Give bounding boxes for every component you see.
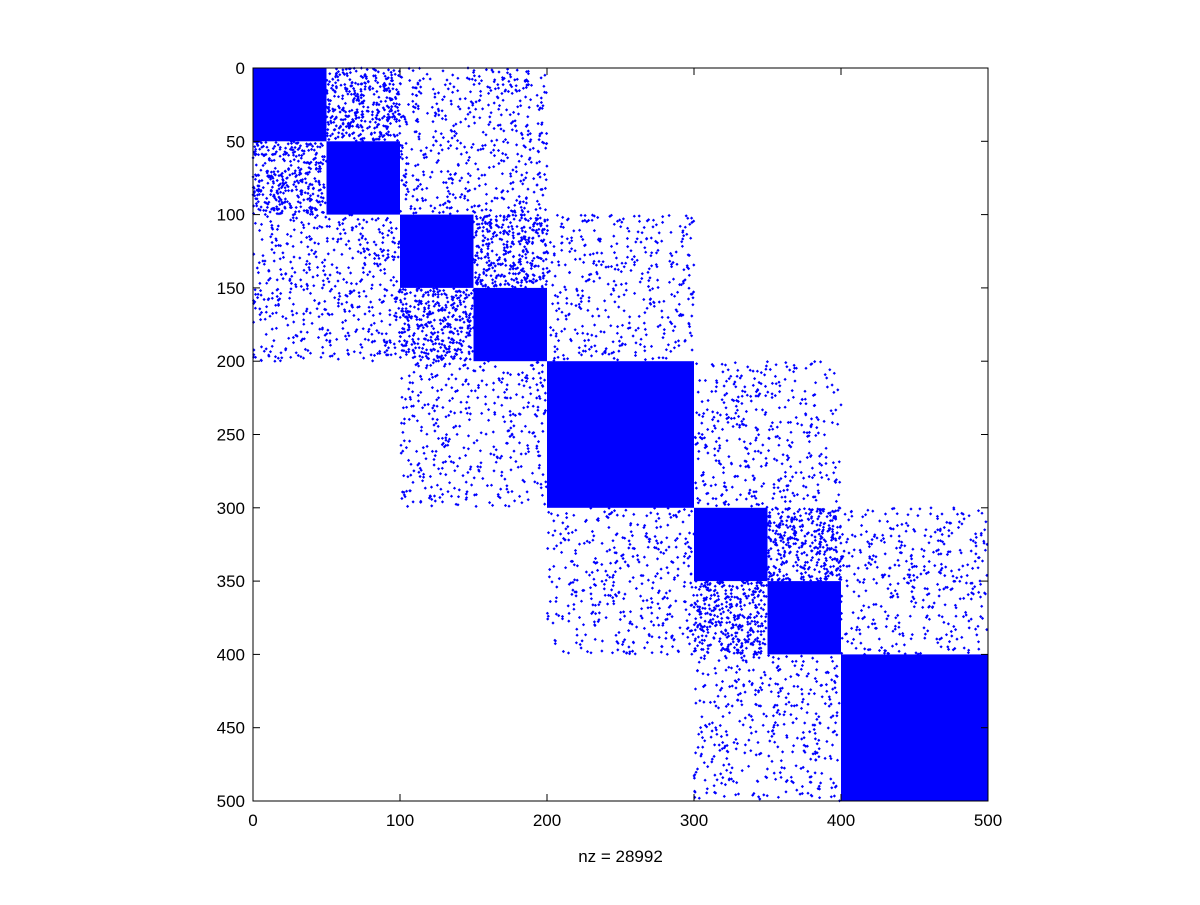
sparse-block-11 — [692, 579, 769, 656]
x-tick-label-100: 100 — [386, 811, 414, 830]
y-tick-label-300: 300 — [217, 499, 245, 518]
dense-blocks-layer — [253, 68, 988, 801]
dense-block-4 — [547, 361, 694, 508]
sparse-points-2 — [398, 66, 549, 216]
sparse-points-8 — [693, 360, 843, 509]
y-axis-ticks: 0 50 100 150 200 250 300 350 400 450 500 — [217, 59, 988, 811]
sparse-points-13 — [692, 653, 842, 803]
x-axis-ticks: 0 100 200 300 400 500 — [248, 68, 1002, 830]
sparse-block-10 — [765, 506, 843, 583]
x-tick-label-500: 500 — [974, 811, 1002, 830]
sparse-points-7 — [399, 359, 548, 508]
sparse-points-3 — [251, 213, 402, 363]
sparse-block-13 — [692, 653, 842, 803]
y-tick-label-150: 150 — [217, 279, 245, 298]
dense-block-7 — [841, 654, 988, 801]
sparse-block-1 — [251, 139, 328, 217]
x-axis-label: nz = 28992 — [578, 847, 663, 866]
dense-block-6 — [767, 581, 841, 655]
y-tick-label-0: 0 — [236, 59, 245, 78]
y-tick-label-100: 100 — [217, 206, 245, 225]
sparse-block-2 — [398, 66, 549, 216]
sparse-block-9 — [545, 506, 696, 656]
sparse-block-5 — [398, 286, 476, 363]
x-tick-label-400: 400 — [827, 811, 855, 830]
dense-block-0 — [253, 68, 327, 142]
sparse-block-12 — [839, 506, 989, 656]
sparse-block-7 — [399, 359, 548, 508]
x-tick-label-300: 300 — [680, 811, 708, 830]
sparse-block-3 — [251, 213, 402, 363]
y-tick-label-350: 350 — [217, 572, 245, 591]
sparse-points-4 — [472, 213, 549, 290]
y-tick-label-50: 50 — [226, 132, 245, 151]
sparse-points-12 — [839, 506, 989, 656]
sparse-block-0 — [325, 66, 402, 143]
sparse-points-10 — [765, 506, 843, 583]
dense-block-3 — [473, 287, 547, 362]
sparse-block-8 — [693, 360, 843, 509]
x-tick-label-0: 0 — [248, 811, 257, 830]
sparse-points-layer — [251, 66, 989, 803]
sparse-block-4 — [472, 213, 549, 290]
sparse-points-6 — [545, 213, 696, 363]
y-tick-label-200: 200 — [217, 352, 245, 371]
y-tick-label-250: 250 — [217, 426, 245, 445]
sparse-points-0 — [325, 66, 402, 143]
sparse-points-5 — [398, 286, 476, 363]
dense-block-1 — [326, 141, 400, 215]
sparse-points-1 — [251, 139, 328, 217]
y-tick-label-500: 500 — [217, 792, 245, 811]
dense-block-2 — [400, 214, 474, 288]
y-tick-label-400: 400 — [217, 645, 245, 664]
y-tick-label-450: 450 — [217, 719, 245, 738]
sparse-block-6 — [545, 213, 696, 363]
dense-block-5 — [694, 507, 768, 582]
x-tick-label-200: 200 — [533, 811, 561, 830]
sparse-points-11 — [692, 579, 769, 656]
sparse-points-9 — [545, 506, 696, 656]
